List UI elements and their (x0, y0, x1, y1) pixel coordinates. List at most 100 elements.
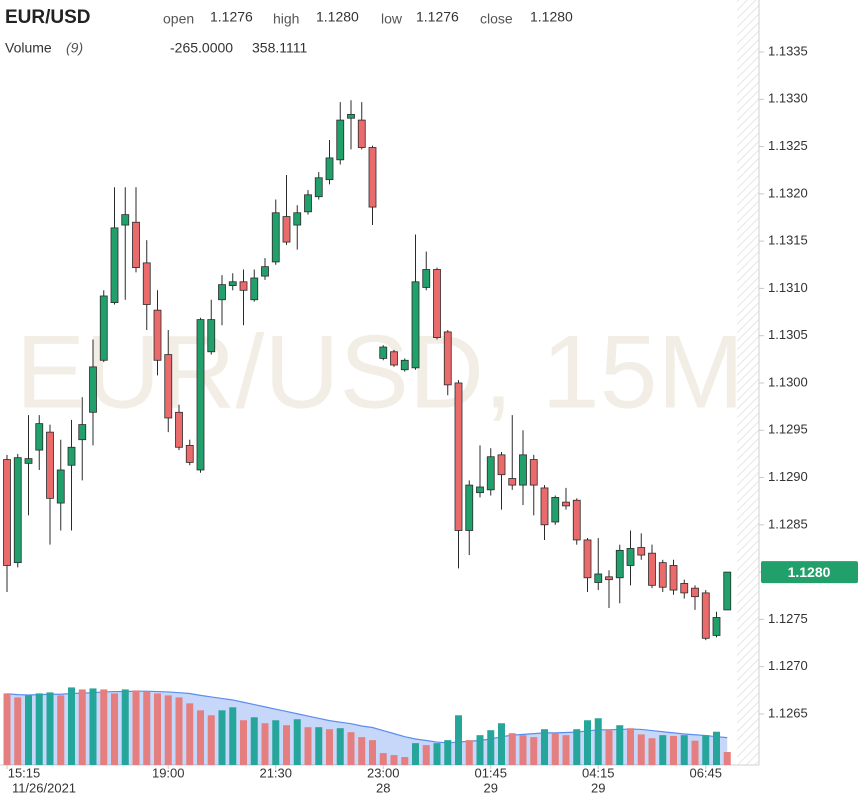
x-sublabel: 11/26/2021 (12, 780, 76, 795)
volume-bar (315, 727, 323, 765)
x-tick-label: 04:15 (582, 765, 615, 780)
candle-body (24, 458, 33, 464)
candle-body (218, 284, 226, 301)
volume-bar (670, 735, 677, 765)
volume-bar (121, 689, 129, 765)
candle-body (368, 147, 377, 208)
ohlc-value: 1.1280 (530, 9, 573, 25)
volume-bar (605, 730, 613, 765)
candle-body (314, 177, 323, 198)
volume-bar (261, 723, 269, 765)
x-sublabel: 28 (376, 780, 390, 795)
ohlc-value: 1.1280 (316, 9, 359, 25)
candle-body (175, 411, 183, 448)
volume-bar (57, 695, 65, 765)
candle-body (411, 281, 420, 369)
volume-bar (680, 735, 688, 765)
candle-body (465, 484, 474, 531)
volume-bar (132, 690, 140, 765)
y-tick-label: 1.1275 (768, 611, 808, 626)
volume-bar (627, 728, 634, 765)
ohlc-name: high (273, 11, 299, 27)
candle-body (551, 496, 560, 523)
candle-body (508, 478, 517, 486)
volume-bar (111, 693, 118, 765)
candle-body (293, 212, 302, 226)
volume-bar (326, 729, 333, 765)
volume-bar (487, 730, 495, 765)
volume-bar (659, 735, 667, 765)
volume-bar (519, 735, 527, 765)
axes: 1.1265 1.1270 1.1275 1.1280 1.1285 1.1290 1.12… (6, 43, 858, 795)
volume-bar (347, 732, 355, 765)
y-tick-label: 1.1330 (768, 91, 808, 106)
candle-body (433, 269, 441, 338)
candle-body (691, 587, 699, 598)
x-tick-label: 15:15 (8, 765, 41, 780)
candle-body (89, 366, 97, 413)
candle-body (540, 487, 549, 526)
candle-body (239, 281, 248, 291)
candle-body (153, 309, 162, 361)
volume-bar (444, 740, 452, 765)
volume-bar (336, 728, 344, 765)
candle-body (519, 454, 527, 486)
candles (3, 100, 732, 641)
ohlc-name: open (163, 11, 194, 27)
y-tick-label: 1.1265 (768, 705, 808, 720)
volume-bar (293, 719, 301, 765)
volume-bar (433, 743, 441, 765)
volume-bar (648, 738, 656, 765)
ohlc-name: close (480, 11, 513, 27)
candle-body (164, 354, 173, 419)
volume-title: Volume (5, 40, 52, 56)
volume-bar (508, 733, 516, 765)
volume-bar (594, 718, 602, 765)
volume-bar (240, 720, 247, 765)
volume-bar (379, 753, 387, 765)
volume-bar (143, 691, 151, 765)
candle-body (486, 456, 495, 491)
candle-body (325, 157, 334, 181)
volume-bar (702, 735, 710, 765)
candle-body (669, 565, 678, 591)
candle-body (723, 571, 732, 611)
volume-bar (390, 755, 398, 765)
candle-body (562, 501, 570, 507)
candle-body (35, 423, 44, 451)
volume-bar (197, 710, 204, 765)
candle-body (196, 319, 205, 471)
volume-bar (229, 707, 237, 765)
candle-body (304, 194, 312, 213)
volume-bar (250, 717, 258, 765)
candle-body (78, 424, 87, 441)
volume-bar (573, 729, 581, 765)
volume-bar (304, 727, 312, 765)
x-tick-label: 23:00 (367, 765, 400, 780)
y-tick-label: 1.1285 (768, 516, 808, 531)
volume-bar (186, 703, 194, 765)
volume-bar (369, 740, 376, 765)
candle-body (594, 573, 603, 583)
volume-bar (691, 740, 699, 765)
candle-body (250, 277, 259, 301)
candle-body (390, 351, 398, 366)
volume-bar (78, 689, 86, 765)
volume-bar (25, 695, 32, 765)
ohlc-value: 1.1276 (210, 9, 253, 25)
volume-bar (530, 737, 538, 765)
candle-body (701, 592, 710, 639)
candle-body (110, 227, 119, 303)
volume-bar (175, 697, 183, 765)
volume-pane (3, 687, 731, 765)
watermark: EUR/USD, 15M (16, 314, 744, 430)
candle-body (261, 266, 269, 277)
volume-bar (498, 723, 505, 765)
y-tick-label: 1.1305 (768, 327, 808, 342)
ohlc-name: low (381, 11, 403, 27)
volume-bar (455, 715, 462, 765)
candle-body (56, 469, 65, 504)
candle-body (626, 548, 635, 566)
